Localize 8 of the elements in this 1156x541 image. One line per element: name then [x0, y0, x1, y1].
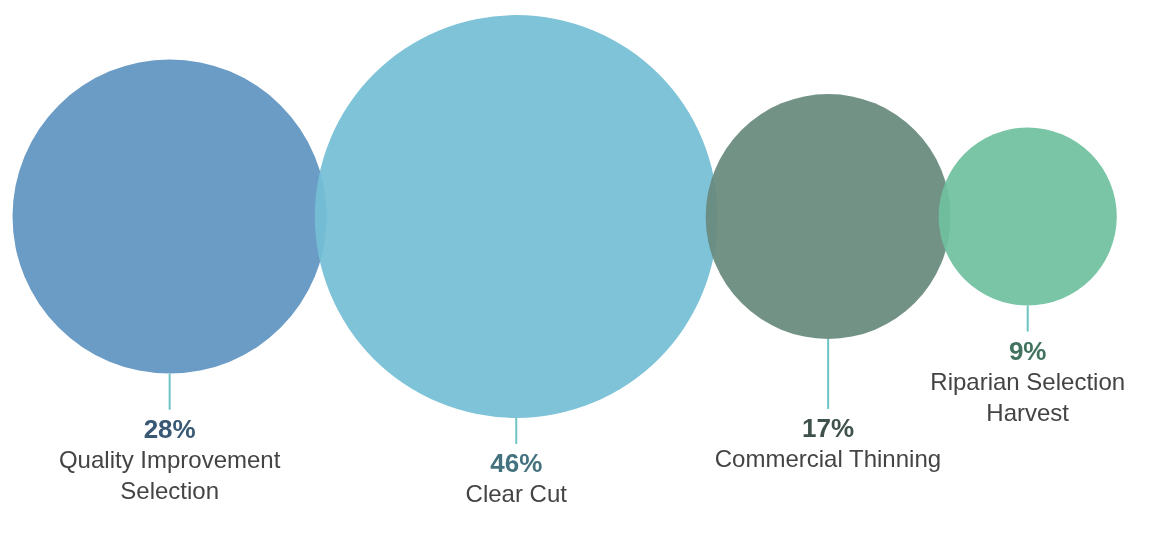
category-label: Clear Cut — [465, 479, 568, 507]
data-label: 9% — [1008, 335, 1047, 366]
data-label: 46% — [490, 447, 543, 478]
category-label: Quality Improvement Selection — [58, 445, 281, 504]
category-label: Riparian Selection Harvest — [930, 367, 1126, 426]
category-label: Commercial Thinning — [714, 444, 942, 472]
data-label: 17% — [802, 412, 855, 443]
data-label: 28% — [143, 413, 196, 444]
